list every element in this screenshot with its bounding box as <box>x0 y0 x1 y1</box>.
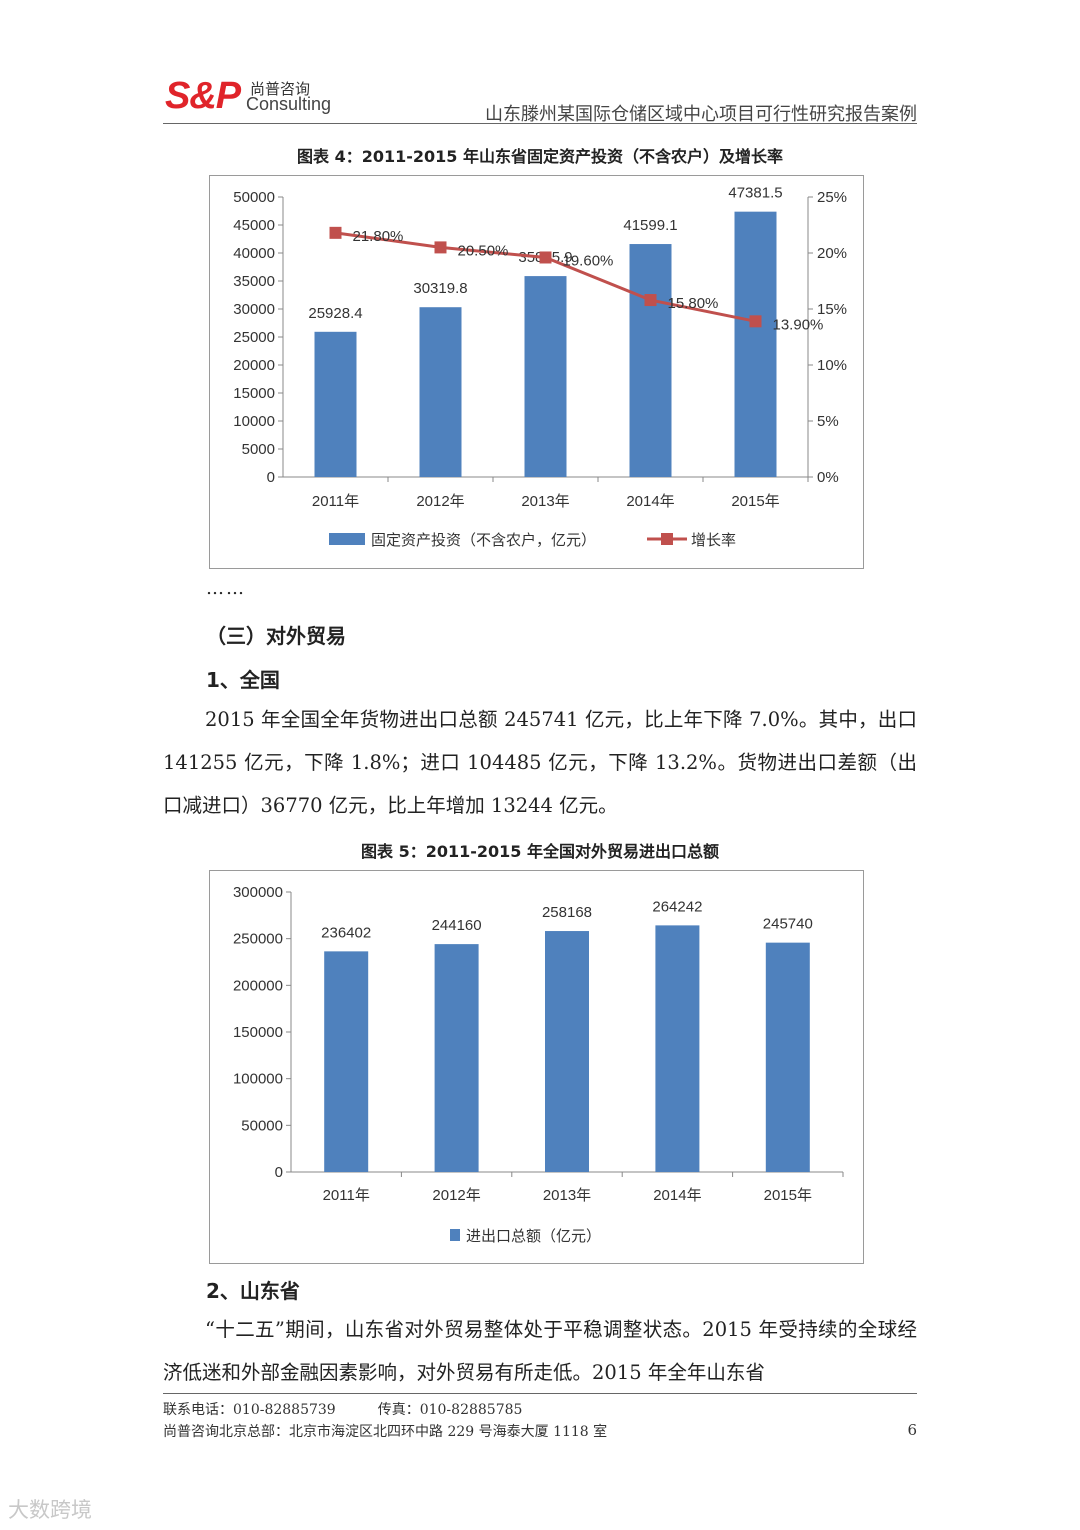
legend-swatch-marker <box>661 533 673 545</box>
page-number: 6 <box>907 1421 917 1439</box>
paragraph-national-text: 2015 年全国全年货物进出口总额 245741 亿元，比上年下降 7.0%。其… <box>163 708 917 817</box>
x-tick-label: 2013年 <box>543 1187 591 1204</box>
legend-swatch-bar <box>329 533 365 545</box>
y2-tick-label: 20% <box>817 245 847 262</box>
x-tick-label: 2012年 <box>416 493 464 510</box>
growth-rate-point <box>539 251 552 264</box>
line-data-label: 15.80% <box>668 295 719 312</box>
chart1-svg: 0 5000 10000 15000 20000 25000 30000 35000 40000… <box>233 185 847 549</box>
y-tick-label: 30000 <box>233 301 275 318</box>
y-tick-label: 45000 <box>233 217 275 234</box>
bar <box>314 331 357 477</box>
bar-data-label: 236402 <box>321 924 371 941</box>
growth-rate-point <box>749 315 762 328</box>
bar <box>734 211 777 477</box>
bar <box>524 276 567 477</box>
x-tick-label: 2015年 <box>764 1187 812 1204</box>
y-tick-label: 5000 <box>242 441 275 458</box>
x-tick-label: 2015年 <box>731 493 779 510</box>
legend-label-bar: 固定资产投资（不含农户，亿元） <box>371 532 596 549</box>
y-tick-label: 250000 <box>233 931 283 948</box>
legend-label-line: 增长率 <box>691 532 736 549</box>
bar <box>655 925 700 1172</box>
bar <box>629 244 672 477</box>
watermark: 大数跨境 <box>8 1498 92 1522</box>
footer-contact: 联系电话：010-82885739 传真：010-82885785 <box>163 1402 523 1418</box>
ellipsis: …… <box>206 578 246 599</box>
bar-data-label: 264242 <box>652 898 702 915</box>
y-tick-label: 25000 <box>233 329 275 346</box>
y2-tick-label: 25% <box>817 189 847 206</box>
y-tick-label: 200000 <box>233 977 283 994</box>
x-tick-label: 2011年 <box>312 493 359 510</box>
bar-data-label: 25928.4 <box>308 305 362 322</box>
logo-chinese: 尚普咨询 <box>250 80 311 98</box>
paragraph-shandong-text: “十二五”期间，山东省对外贸易整体处于平稳调整状态。2015 年受持续的全球经济… <box>163 1318 917 1384</box>
y2-tick-label: 5% <box>817 413 839 430</box>
paragraph-national: 2015 年全国全年货物进出口总额 245741 亿元，比上年下降 7.0%。其… <box>163 698 917 827</box>
bar <box>324 951 369 1172</box>
report-title: 山东滕州某国际仓储区域中心项目可行性研究报告案例 <box>485 104 917 125</box>
y-tick-label: 0 <box>267 469 275 486</box>
growth-rate-point <box>329 226 342 239</box>
footer-address: 尚普咨询北京总部：北京市海淀区北四环中路 229 号海泰大厦 1118 室 <box>163 1424 608 1440</box>
bar-data-label: 47381.5 <box>728 185 782 202</box>
bar <box>434 944 479 1172</box>
header-divider <box>163 123 917 124</box>
bar <box>419 307 462 477</box>
y2-tick-label: 15% <box>817 301 847 318</box>
chart2-svg: 0 50000 100000 150000 200000 250000 300000 2011… <box>233 884 844 1245</box>
y2-tick-label: 0% <box>817 469 839 486</box>
y-tick-label: 50000 <box>233 189 275 206</box>
x-tick-label: 2013年 <box>521 493 569 510</box>
y-tick-label: 15000 <box>233 385 275 402</box>
bar-data-label: 244160 <box>432 917 482 934</box>
y-tick-label: 100000 <box>233 1071 283 1088</box>
y-tick-label: 50000 <box>241 1117 283 1134</box>
y-tick-label: 0 <box>275 1164 283 1181</box>
y-tick-label: 300000 <box>233 884 283 901</box>
y-tick-label: 20000 <box>233 357 275 374</box>
y-tick-label: 40000 <box>233 245 275 262</box>
line-data-label: 20.50% <box>458 242 509 259</box>
bar-data-label: 258168 <box>542 904 592 921</box>
logo-mark: S&P <box>165 75 241 117</box>
chart1-caption: 图表 4：2011-2015 年山东省固定资产投资（不含农户）及增长率 <box>297 147 783 166</box>
logo-english: Consulting <box>246 94 332 114</box>
subheading-shandong: 2、山东省 <box>206 1279 300 1303</box>
line-data-label: 21.80% <box>353 228 404 245</box>
section-heading: （三）对外贸易 <box>206 624 346 648</box>
bar <box>545 931 589 1172</box>
bar-data-label: 30319.8 <box>413 280 467 297</box>
y-tick-label: 35000 <box>233 273 275 290</box>
growth-rate-point <box>644 294 657 307</box>
x-tick-label: 2012年 <box>432 1187 480 1204</box>
y-tick-label: 10000 <box>233 413 275 430</box>
growth-rate-point <box>434 241 447 254</box>
y-tick-label: 150000 <box>233 1024 283 1041</box>
y2-tick-label: 10% <box>817 357 847 374</box>
chart2-caption: 图表 5：2011-2015 年全国对外贸易进出口总额 <box>361 842 719 861</box>
chart1-frame: 0 5000 10000 15000 20000 25000 30000 35000 40000… <box>209 175 864 569</box>
bar <box>765 942 810 1172</box>
line-data-label: 19.60% <box>563 252 614 269</box>
chart2-frame: 0 50000 100000 150000 200000 250000 300000 2011… <box>209 870 864 1264</box>
x-tick-label: 2011年 <box>323 1187 370 1204</box>
bar-data-label: 41599.1 <box>623 217 677 234</box>
legend-swatch-bar <box>450 1229 460 1241</box>
paragraph-shandong: “十二五”期间，山东省对外贸易整体处于平稳调整状态。2015 年受持续的全球经济… <box>163 1308 917 1394</box>
x-tick-label: 2014年 <box>626 493 674 510</box>
legend-label-bar: 进出口总额（亿元） <box>466 1228 601 1245</box>
footer-divider <box>163 1393 917 1394</box>
line-data-label: 13.90% <box>773 316 824 333</box>
bar-data-label: 245740 <box>763 916 813 933</box>
x-tick-label: 2014年 <box>653 1187 701 1204</box>
subheading-national: 1、全国 <box>206 668 280 692</box>
